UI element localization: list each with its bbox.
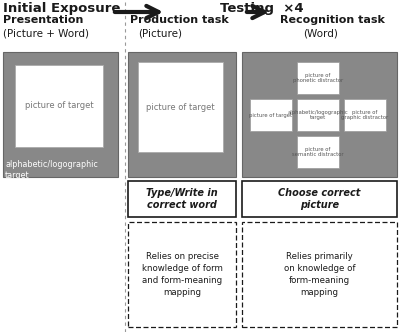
Text: (Word): (Word) xyxy=(303,29,338,39)
Text: Relies on precise
knowledge of form
and form-meaning
mapping: Relies on precise knowledge of form and … xyxy=(142,252,222,297)
Text: alphabetic/logographic
target: alphabetic/logographic target xyxy=(5,160,98,180)
Bar xyxy=(344,99,386,131)
Bar xyxy=(250,99,292,131)
Text: (Picture + Word): (Picture + Word) xyxy=(3,29,89,39)
Text: Relies primarily
on knowledge of
form-meaning
mapping: Relies primarily on knowledge of form-me… xyxy=(284,252,355,297)
Bar xyxy=(297,136,339,168)
Text: picture of target: picture of target xyxy=(250,113,292,118)
Bar xyxy=(138,62,223,152)
Bar xyxy=(242,52,397,177)
Bar xyxy=(242,181,397,217)
Text: picture of target: picture of target xyxy=(146,103,215,112)
Bar xyxy=(297,99,339,131)
Bar xyxy=(242,222,397,327)
Text: picture of
phonetic distractor: picture of phonetic distractor xyxy=(293,73,343,83)
Text: picture of
graphic distractor: picture of graphic distractor xyxy=(341,110,389,121)
Bar xyxy=(15,65,103,147)
Bar xyxy=(128,52,236,177)
Bar xyxy=(128,181,236,217)
Bar xyxy=(3,52,118,177)
Text: Presentation: Presentation xyxy=(3,15,83,25)
Text: Type/Write in
correct word: Type/Write in correct word xyxy=(146,188,218,210)
Text: Testing  ×4: Testing ×4 xyxy=(220,2,304,15)
Bar xyxy=(128,222,236,327)
Text: Initial Exposure: Initial Exposure xyxy=(3,2,120,15)
Text: Choose correct
picture: Choose correct picture xyxy=(278,188,361,210)
Bar xyxy=(297,62,339,94)
Text: Production task: Production task xyxy=(130,15,229,25)
Text: (Picture): (Picture) xyxy=(138,29,182,39)
Text: picture of
semantic distractor: picture of semantic distractor xyxy=(292,147,344,157)
Text: alphabetic/logographic
target: alphabetic/logographic target xyxy=(288,110,348,121)
Text: picture of target: picture of target xyxy=(25,102,93,111)
Text: Recognition task: Recognition task xyxy=(280,15,385,25)
